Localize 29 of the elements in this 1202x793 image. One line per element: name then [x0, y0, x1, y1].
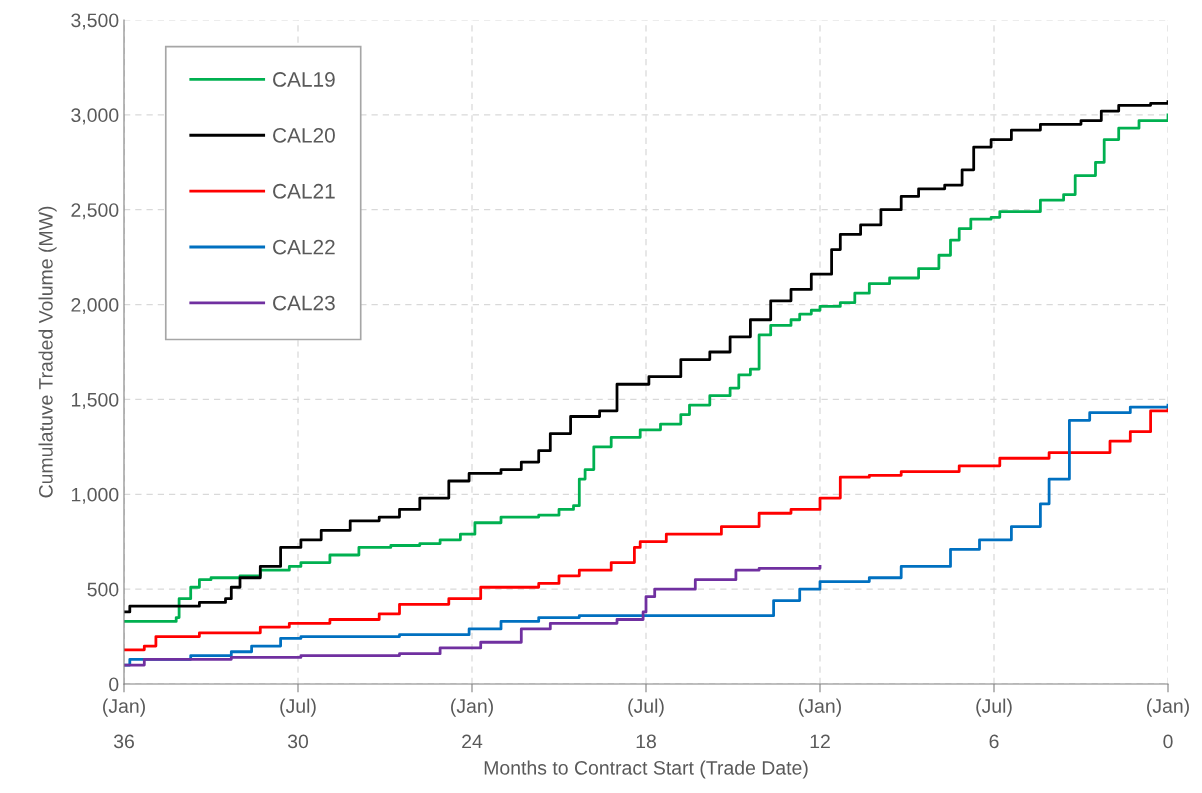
- x-tick-label: 6: [989, 734, 999, 749]
- x-axis-title: Months to Contract Start (Trade Date): [484, 760, 808, 779]
- x-tick-label: 30: [287, 734, 309, 749]
- y-axis-title: Cumulatuve Traded Volume (MW): [38, 206, 57, 498]
- y-tick-label: 3,500: [71, 13, 119, 30]
- y-tick-label: 500: [87, 582, 119, 597]
- text: (Jul): [280, 698, 316, 717]
- x-tick-label: 36: [113, 734, 134, 749]
- text: (Jul): [628, 698, 664, 717]
- y-tick-label: 0: [109, 677, 119, 692]
- text: (Jan): [103, 698, 145, 717]
- text: (Jan): [1147, 698, 1189, 717]
- text: (Jan): [451, 698, 493, 717]
- text: (Jan): [799, 698, 841, 717]
- x-tick-label: 12: [810, 734, 830, 749]
- x-tick-label: 0: [1163, 734, 1173, 749]
- legend-label: CAL20: [273, 127, 335, 143]
- y-tick-label: 2,000: [71, 298, 119, 315]
- legend-label: CAL21: [273, 183, 335, 199]
- x-tick-label: 24: [462, 734, 483, 749]
- y-tick-label: 1,000: [71, 487, 119, 504]
- legend-label: CAL19: [273, 72, 335, 87]
- x-tick-label: 18: [636, 734, 656, 749]
- y-tick-label: 2,500: [71, 203, 119, 220]
- legend-label: CAL23: [273, 295, 335, 311]
- text: (Jul): [976, 698, 1012, 717]
- legend-label: CAL22: [273, 239, 335, 255]
- y-tick-label: 1,500: [71, 392, 119, 409]
- y-tick-label: 3,000: [71, 108, 119, 125]
